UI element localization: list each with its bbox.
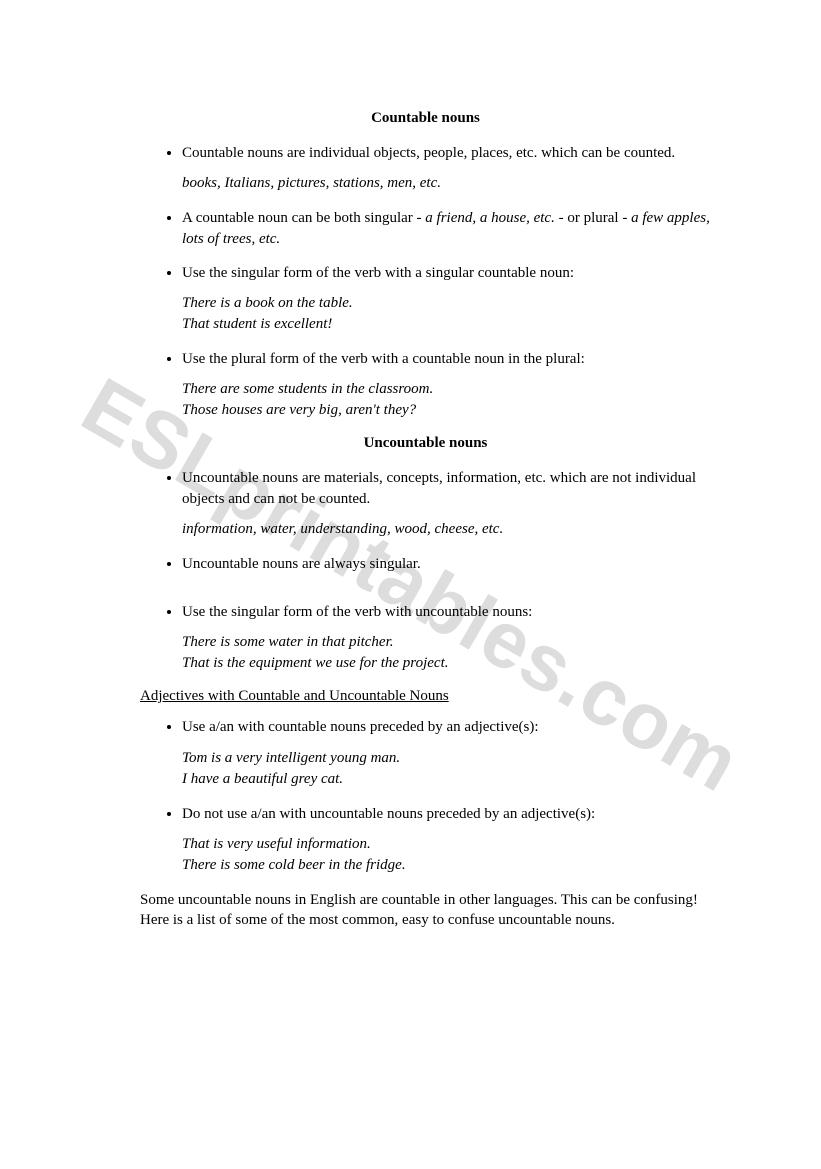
example-line: There is some water in that pitcher. — [182, 632, 711, 653]
list-item: Uncountable nouns are materials, concept… — [182, 468, 711, 540]
inline-example: a friend, a house, etc. — [425, 210, 555, 226]
example-line: Those houses are very big, aren't they? — [182, 400, 711, 421]
list-item: Use the plural form of the verb with a c… — [182, 349, 711, 421]
example-line: There are some students in the classroom… — [182, 379, 711, 400]
bullet-text: Uncountable nouns are always singular. — [182, 556, 421, 572]
example-block: Tom is a very intelligent young man. I h… — [182, 748, 711, 790]
bullet-text: Use the singular form of the verb with a… — [182, 265, 574, 281]
list-item: Do not use a/an with uncountable nouns p… — [182, 804, 711, 876]
example-line: That student is excellent! — [182, 314, 711, 335]
example-line: That is very useful information. — [182, 834, 711, 855]
bullet-text: Do not use a/an with uncountable nouns p… — [182, 806, 595, 822]
bullet-text: - or plural - — [555, 210, 631, 226]
list-item: A countable noun can be both singular - … — [182, 208, 711, 249]
section3-list: Use a/an with countable nouns preceded b… — [140, 717, 711, 876]
example-text: books, Italians, pictures, stations, men… — [182, 173, 711, 194]
section1-list: Countable nouns are individual objects, … — [140, 143, 711, 421]
example-line: Tom is a very intelligent young man. — [182, 748, 711, 769]
example-line: I have a beautiful grey cat. — [182, 769, 711, 790]
list-item: Uncountable nouns are always singular. — [182, 554, 711, 574]
example-line: That is the equipment we use for the pro… — [182, 653, 711, 674]
document-page: Countable nouns Countable nouns are indi… — [0, 0, 821, 990]
list-item: Use the singular form of the verb with u… — [182, 602, 711, 674]
example-block: That is very useful information. There i… — [182, 834, 711, 876]
example-block: There is a book on the table. That stude… — [182, 293, 711, 335]
section2-heading: Uncountable nouns — [140, 435, 711, 452]
section1-heading: Countable nouns — [140, 110, 711, 127]
example-line: There is some cold beer in the fridge. — [182, 855, 711, 876]
closing-paragraph: Some uncountable nouns in English are co… — [140, 890, 711, 931]
section2-list: Uncountable nouns are materials, concept… — [140, 468, 711, 674]
bullet-text: Use a/an with countable nouns preceded b… — [182, 719, 539, 735]
list-item: Countable nouns are individual objects, … — [182, 143, 711, 194]
bullet-text: A countable noun can be both singular - — [182, 210, 425, 226]
example-block: There is some water in that pitcher. Tha… — [182, 632, 711, 674]
section3-heading: Adjectives with Countable and Uncountabl… — [140, 688, 711, 705]
bullet-text: Countable nouns are individual objects, … — [182, 145, 675, 161]
bullet-text: Uncountable nouns are materials, concept… — [182, 470, 696, 506]
example-block: There are some students in the classroom… — [182, 379, 711, 421]
bullet-text: Use the singular form of the verb with u… — [182, 604, 532, 620]
example-line: There is a book on the table. — [182, 293, 711, 314]
example-text: information, water, understanding, wood,… — [182, 519, 711, 540]
list-item: Use the singular form of the verb with a… — [182, 263, 711, 335]
bullet-text: Use the plural form of the verb with a c… — [182, 351, 585, 367]
list-item: Use a/an with countable nouns preceded b… — [182, 717, 711, 789]
